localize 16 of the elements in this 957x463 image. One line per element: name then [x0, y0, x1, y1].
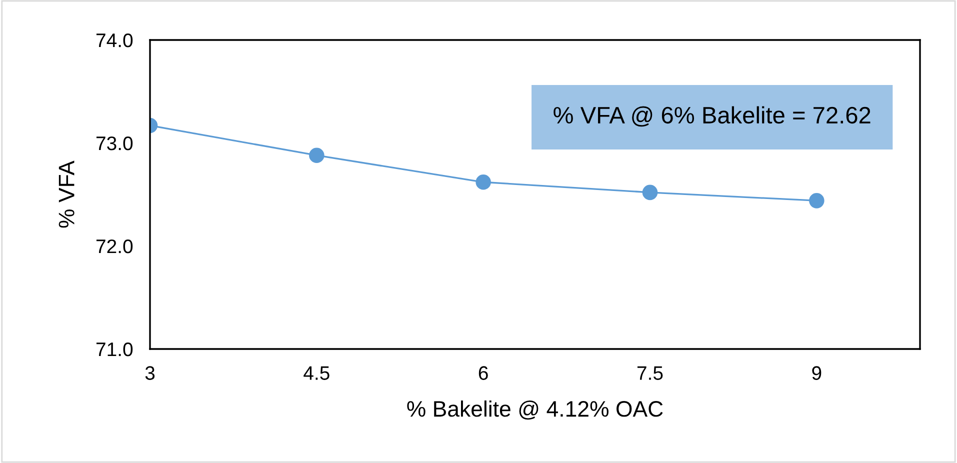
- y-tick-label: 72.0: [96, 239, 133, 254]
- x-tick-label: 4.5: [304, 366, 330, 380]
- y-tick-label: 74.0: [96, 33, 133, 48]
- y-tick-label: 71.0: [96, 342, 133, 356]
- point: [809, 193, 824, 208]
- annotation: % VFA @ 6% Bakelite = 72.62: [554, 106, 870, 127]
- point: [642, 184, 658, 200]
- x-axis-title: % Bakelite @ 4.12% OAC: [407, 400, 663, 420]
- point: [309, 148, 324, 163]
- point: [476, 174, 491, 190]
- y-axis-title: % VFA: [58, 160, 74, 228]
- y-tick-label: 73.0: [96, 136, 133, 150]
- x-tick-label: 7.5: [637, 366, 663, 380]
- x-tick-label: 3: [145, 366, 155, 380]
- x-tick-label: 9: [812, 366, 822, 380]
- x-tick-label: 6: [478, 366, 488, 380]
